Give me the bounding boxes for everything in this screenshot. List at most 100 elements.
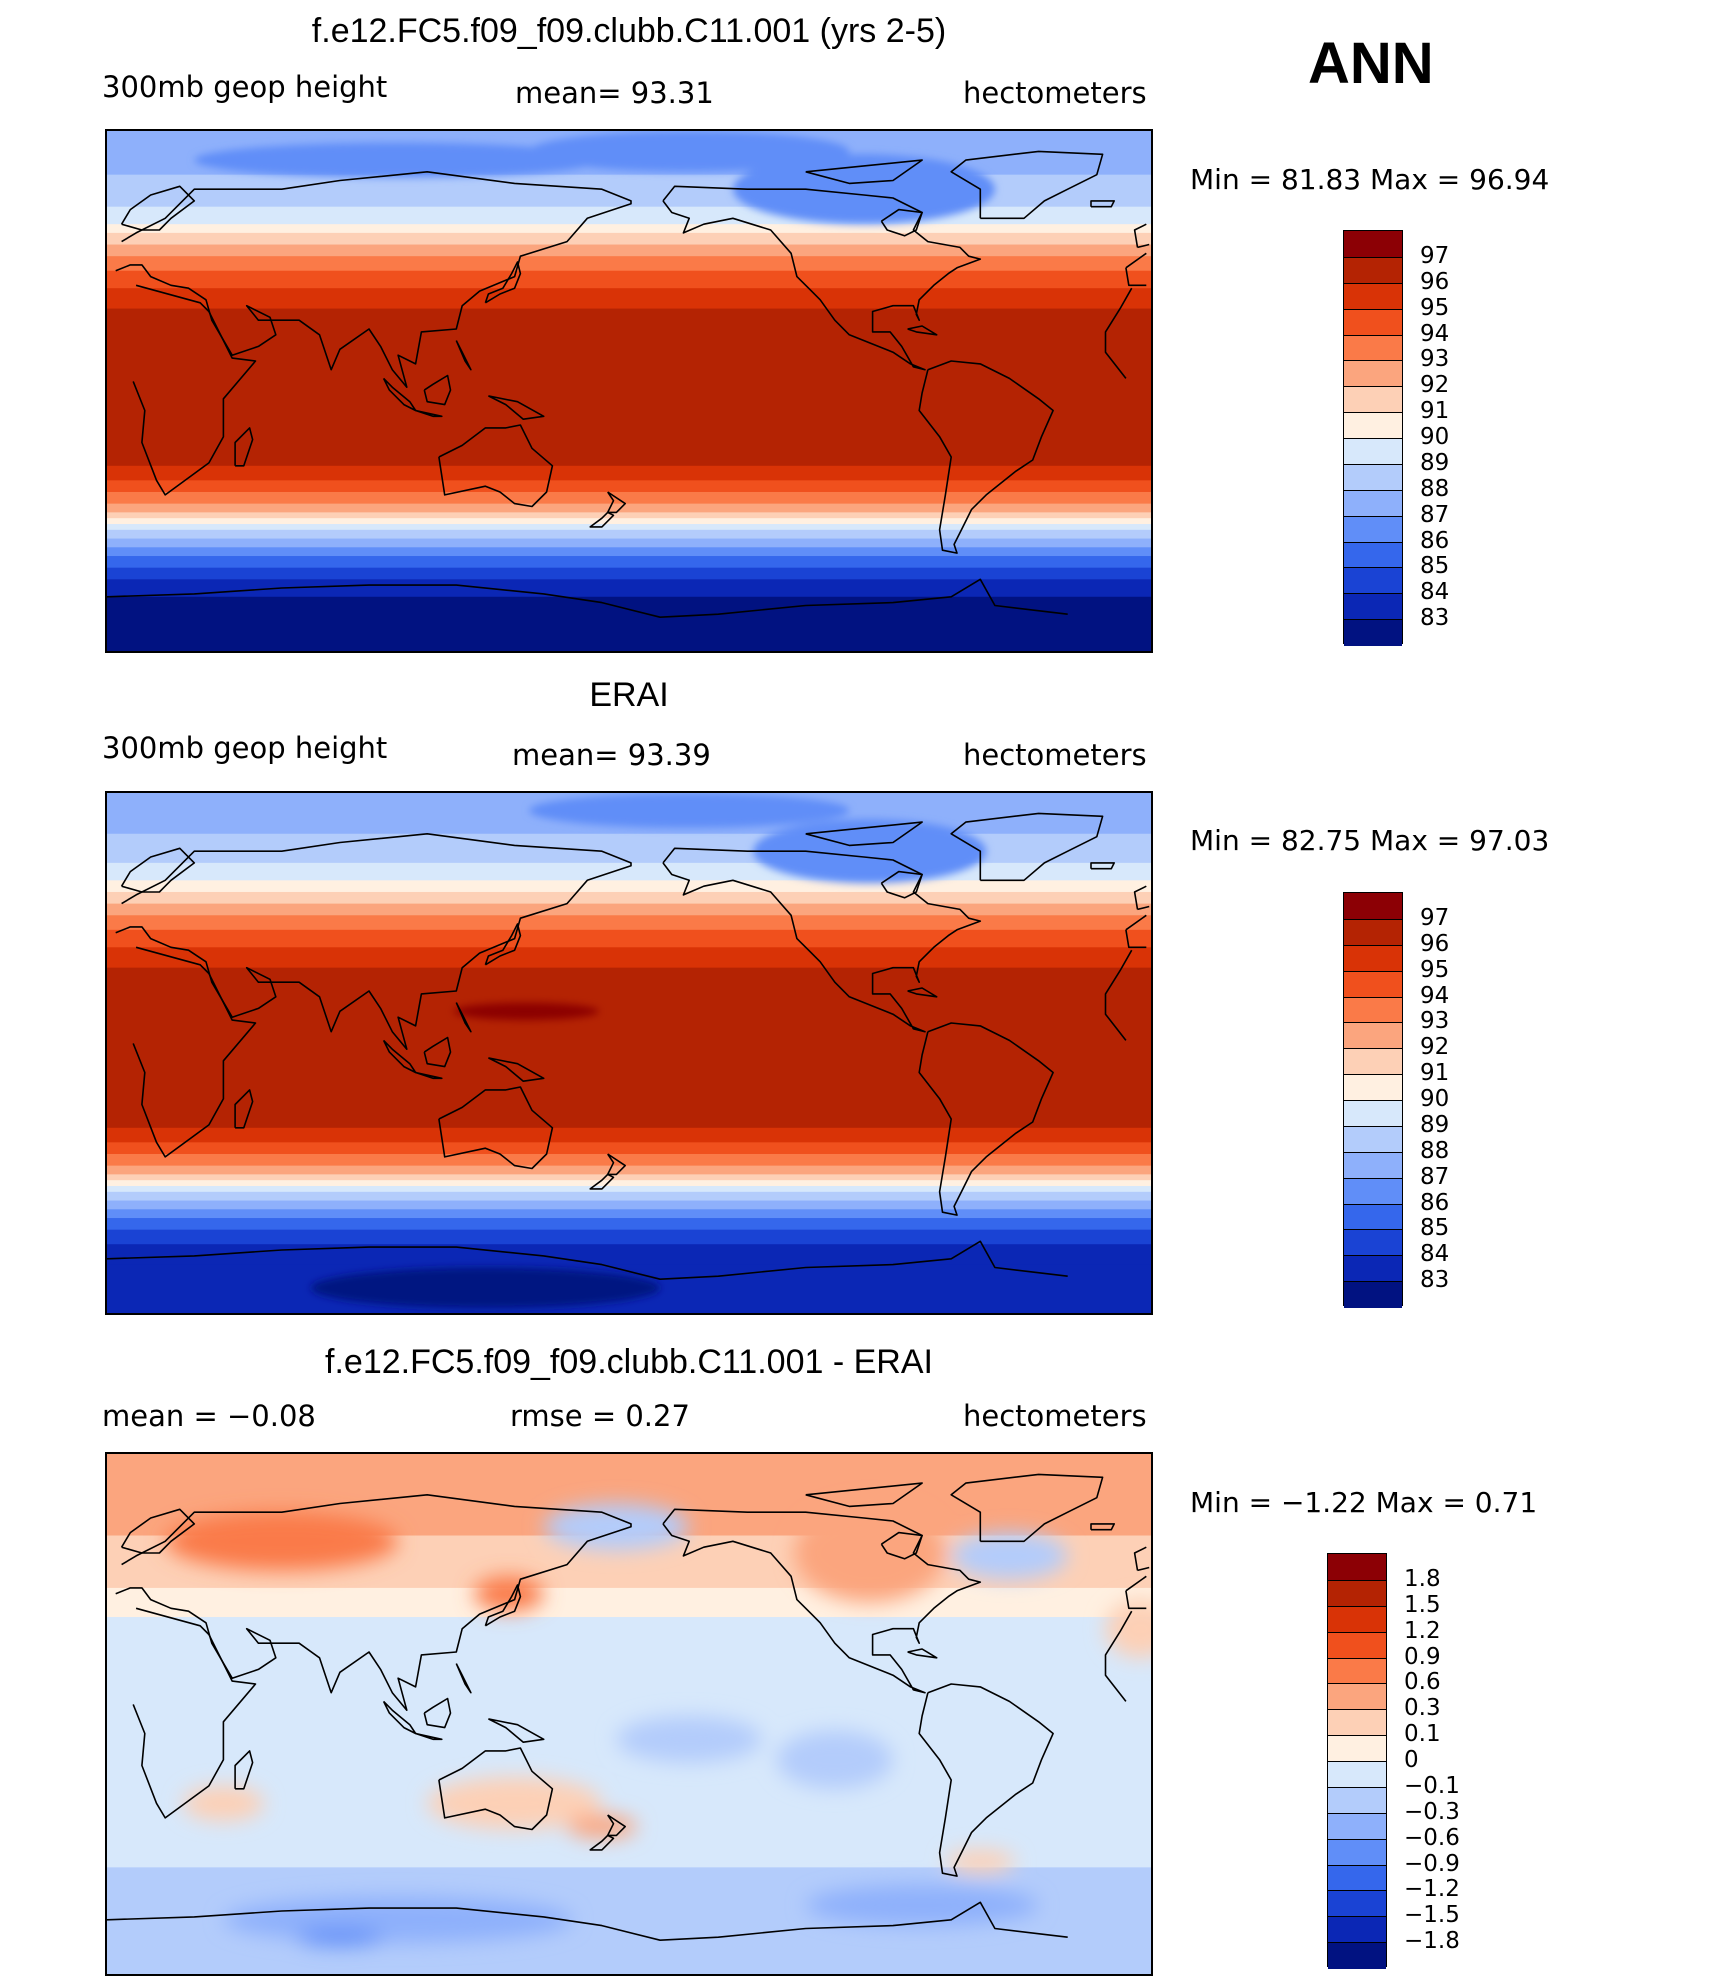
contour-band — [107, 579, 1151, 598]
colorbar-box — [1344, 1177, 1402, 1205]
colorbar-box — [1344, 918, 1402, 946]
contour-anomaly — [945, 1849, 1016, 1874]
colorbar-box — [1328, 1942, 1386, 1969]
coastline — [438, 1086, 554, 1170]
colorbar-label: 93 — [1420, 1008, 1450, 1035]
colorbar-box — [1344, 593, 1402, 621]
colorbar-label: 95 — [1420, 956, 1450, 983]
coastline — [907, 325, 938, 336]
colorbar-boxes — [1327, 1553, 1387, 1969]
coastlines — [107, 150, 1150, 618]
contour-field — [107, 793, 1151, 1313]
coastline — [918, 1022, 1054, 1216]
colorbar-label: 91 — [1420, 398, 1450, 425]
coastline — [907, 987, 938, 998]
colorbar-label: 87 — [1420, 1163, 1450, 1190]
contour-anomaly — [453, 1002, 599, 1021]
colorbar-label: 96 — [1420, 268, 1450, 295]
colorbar-label: 97 — [1420, 904, 1450, 931]
coastline — [606, 1814, 626, 1837]
contour-band — [107, 1180, 1151, 1187]
panel-1-variable-label: 300mb geop height — [102, 70, 388, 104]
map-canvas — [107, 1454, 1151, 1974]
colorbar-label: −0.3 — [1404, 1798, 1460, 1825]
colorbar-label: 94 — [1420, 982, 1450, 1009]
colorbar-box — [1344, 1125, 1402, 1153]
colorbar-box — [1344, 1048, 1402, 1076]
colorbar-label: 91 — [1420, 1060, 1450, 1087]
coastline — [1133, 1546, 1150, 1572]
colorbar-box — [1344, 1255, 1402, 1283]
colorbar-label: 89 — [1420, 1111, 1450, 1138]
contour-band — [107, 206, 1151, 225]
contour-band — [107, 1186, 1151, 1193]
colorbar-box — [1344, 1229, 1402, 1257]
colorbar-box — [1344, 1151, 1402, 1179]
colorbar-box — [1344, 463, 1402, 491]
coastline — [488, 1718, 545, 1743]
colorbar-box — [1344, 515, 1402, 543]
colorbar-label: 0.3 — [1404, 1695, 1441, 1722]
map-canvas — [107, 131, 1151, 651]
colorbar-box — [1344, 1100, 1402, 1127]
colorbar-box — [1328, 1864, 1386, 1892]
colorbar-label: 85 — [1420, 1215, 1450, 1242]
colorbar-boxes — [1343, 892, 1403, 1308]
colorbar-label: 89 — [1420, 449, 1450, 476]
contour-band — [107, 308, 1151, 467]
colorbar-box — [1328, 1605, 1386, 1633]
season-label: ANN — [1308, 31, 1434, 96]
contour-anomaly — [951, 1532, 1068, 1580]
colorbar-box — [1328, 1683, 1386, 1711]
contour-band — [107, 538, 1151, 548]
panel-2-units-label: hectometers — [963, 738, 1147, 772]
coastline — [606, 1153, 626, 1176]
contour-band — [107, 1229, 1151, 1245]
contour-band — [107, 1200, 1151, 1210]
coastline — [880, 208, 923, 237]
colorbar-label: 85 — [1420, 553, 1450, 580]
coastline — [805, 1482, 923, 1508]
panel-3-rmse-label: rmse = 0.27 — [510, 1399, 690, 1433]
contour-band — [107, 1209, 1151, 1219]
contour-band — [107, 1218, 1151, 1231]
contour-band — [107, 1191, 1151, 1202]
contour-band — [107, 833, 1151, 864]
contour-anomaly — [194, 142, 602, 178]
panel-2-variable-label: 300mb geop height — [102, 731, 388, 765]
contour-band — [107, 491, 1151, 505]
panel-2-min-max: Min = 82.75 Max = 97.03 — [1190, 824, 1550, 857]
contour-band — [107, 1174, 1151, 1181]
coastline — [950, 150, 1104, 220]
colorbar-label: 0 — [1404, 1747, 1419, 1773]
colorbar-label: 86 — [1420, 1189, 1450, 1216]
colorbar-label: 83 — [1420, 605, 1450, 632]
coastline — [662, 185, 982, 371]
colorbar-box — [1328, 1761, 1386, 1788]
colorbar-box — [1344, 944, 1402, 972]
colorbar-box — [1328, 1890, 1386, 1918]
coastline — [488, 395, 545, 420]
colorbar-box — [1344, 231, 1402, 258]
coastline — [423, 1697, 452, 1729]
coastline — [662, 847, 982, 1033]
contour-band — [107, 891, 1151, 905]
contour-band — [107, 947, 1151, 969]
colorbar-label: 83 — [1420, 1267, 1450, 1294]
contour-band — [107, 503, 1151, 513]
panel-2-mean-label: mean= 93.39 — [512, 738, 711, 772]
coastline — [120, 1508, 196, 1554]
colorbar-label: 0.1 — [1404, 1721, 1441, 1748]
contour-anomaly — [310, 1267, 661, 1309]
coastline — [423, 1036, 452, 1068]
coastline — [589, 511, 615, 528]
colorbar-label: 88 — [1420, 475, 1450, 502]
coastline — [880, 1531, 923, 1560]
contour-field — [107, 131, 1151, 651]
coastline — [455, 1663, 472, 1694]
contour-band — [107, 929, 1151, 948]
colorbar-box — [1328, 1812, 1386, 1840]
contour-band — [107, 567, 1151, 580]
panel-2-title: ERAI — [589, 676, 669, 714]
contour-band — [107, 518, 1151, 525]
